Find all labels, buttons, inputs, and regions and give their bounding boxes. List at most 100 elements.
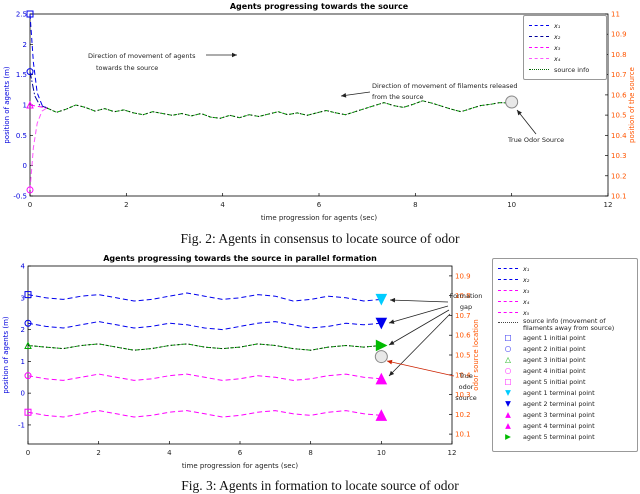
legend-entry: ○ agent 2 initial point xyxy=(498,344,632,355)
svg-text:1: 1 xyxy=(23,102,27,110)
svg-text:towards the source: towards the source xyxy=(96,64,158,72)
svg-text:1.5: 1.5 xyxy=(16,71,27,79)
legend-line-sample xyxy=(529,36,549,37)
legend-entry: △ agent 3 initial point xyxy=(498,355,632,366)
svg-text:0.5: 0.5 xyxy=(16,132,27,140)
legend-entry-label: agent 4 terminal point xyxy=(523,422,595,431)
legend-entry-label: agent 1 initial point xyxy=(523,334,586,343)
figure-2: Agents progressing towards the source 0 2 4… xyxy=(0,0,640,228)
legend-entry-label: x₃ xyxy=(523,286,530,295)
svg-text:2: 2 xyxy=(23,41,27,49)
svg-text:2: 2 xyxy=(96,449,100,457)
figure-2-caption: Fig. 2: Agents in consensus to locate so… xyxy=(180,231,460,246)
svg-text:-0.5: -0.5 xyxy=(13,193,27,201)
legend-entry-label: agent 2 terminal point xyxy=(523,400,595,409)
svg-text:-1: -1 xyxy=(18,421,25,429)
legend-entry: ▲ agent 4 terminal point xyxy=(498,421,632,432)
legend-line-sample xyxy=(529,58,549,59)
formation-chart-legend: x₁ x₂ x₃ x₄ x₅ source info (movement of filam… xyxy=(492,258,638,452)
legend-entry: □ agent 5 initial point xyxy=(498,377,632,388)
legend-entry: x₃ xyxy=(498,285,632,296)
svg-text:12: 12 xyxy=(604,201,613,209)
legend-entry-label: agent 4 initial point xyxy=(523,367,586,376)
legend-line-sample xyxy=(498,268,518,269)
svg-text:10.6: 10.6 xyxy=(611,91,627,99)
legend-entry-label: x₁ xyxy=(554,21,561,30)
legend-entry-label: agent 1 terminal point xyxy=(523,389,595,398)
svg-text:source: source xyxy=(455,394,477,402)
legend-initial-marker: △ xyxy=(505,355,511,365)
svg-text:time progression for agents (s: time progression for agents (sec) xyxy=(261,214,378,222)
legend-entry-label: source info xyxy=(554,65,590,74)
legend-entry: source info xyxy=(529,64,601,75)
legend-entry-label: x₄ xyxy=(523,297,530,306)
formation-chart: Agents progressing towards the source in… xyxy=(2,254,482,470)
svg-text:10: 10 xyxy=(377,449,386,457)
legend-line-sample xyxy=(498,290,518,291)
svg-text:10.2: 10.2 xyxy=(611,172,627,180)
svg-text:0: 0 xyxy=(21,390,25,398)
legend-line-sample xyxy=(529,25,549,26)
legend-entry: ▼ agent 1 terminal point xyxy=(498,388,632,399)
legend-entry-label: agent 5 terminal point xyxy=(523,433,595,442)
legend-entry: x₁ xyxy=(498,263,632,274)
legend-entry-label: agent 3 terminal point xyxy=(523,411,595,420)
svg-text:10.9: 10.9 xyxy=(455,272,471,280)
figure-3: Agents progressing towards the source in… xyxy=(0,252,640,478)
svg-text:8: 8 xyxy=(308,449,312,457)
svg-text:10.5: 10.5 xyxy=(455,352,471,360)
svg-text:10: 10 xyxy=(507,201,516,209)
svg-text:True Odor Source: True Odor Source xyxy=(507,136,564,144)
legend-entry-label: agent 2 initial point xyxy=(523,345,586,354)
legend-terminal-marker: ▼ xyxy=(505,388,511,398)
legend-terminal-marker: ▶ xyxy=(505,432,511,442)
svg-text:position of agents (m): position of agents (m) xyxy=(3,66,11,144)
svg-text:gap: gap xyxy=(460,303,472,311)
svg-text:0: 0 xyxy=(26,449,30,457)
legend-line-sample xyxy=(498,322,518,323)
svg-text:10.9: 10.9 xyxy=(611,31,627,39)
svg-text:12: 12 xyxy=(448,449,457,457)
svg-text:4: 4 xyxy=(220,201,225,209)
svg-text:Direction of movement of filam: Direction of movement of filaments relea… xyxy=(372,82,517,90)
legend-entry-label: x₂ xyxy=(554,32,561,41)
svg-text:2: 2 xyxy=(21,326,25,334)
legend-entry: x₄ xyxy=(498,296,632,307)
svg-text:10.4: 10.4 xyxy=(611,132,627,140)
legend-entry: x₄ xyxy=(529,53,601,64)
svg-text:10.7: 10.7 xyxy=(455,312,471,320)
svg-text:Direction of movement of agent: Direction of movement of agents xyxy=(88,52,196,60)
svg-text:position of agents (m): position of agents (m) xyxy=(2,316,10,394)
consensus-chart-legend: x₁ x₂ x₃ x₄ source info xyxy=(523,15,607,80)
svg-text:True: True xyxy=(458,372,473,380)
svg-text:1: 1 xyxy=(21,358,25,366)
svg-text:Agents progressing towards the: Agents progressing towards the source xyxy=(230,2,409,11)
svg-text:6: 6 xyxy=(238,449,243,457)
svg-text:10.1: 10.1 xyxy=(611,193,627,201)
legend-entry: source info (movement of filaments away … xyxy=(498,317,632,333)
legend-entry-label: x₄ xyxy=(554,54,561,63)
legend-entry-label: x₅ xyxy=(523,308,530,317)
legend-entry-label: source info (movement of filaments away … xyxy=(523,317,615,333)
legend-entry: ▶ agent 5 terminal point xyxy=(498,432,632,443)
svg-text:10.6: 10.6 xyxy=(455,332,471,340)
legend-entry: x₁ xyxy=(529,20,601,31)
legend-terminal-marker: ▲ xyxy=(505,410,511,420)
legend-entry-label: x₂ xyxy=(523,275,530,284)
legend-initial-marker: □ xyxy=(504,333,512,343)
svg-text:3: 3 xyxy=(21,294,25,302)
figure-3-caption: Fig. 3: Agents in formation to locate so… xyxy=(181,478,459,493)
svg-text:10.7: 10.7 xyxy=(611,71,627,79)
legend-line-sample xyxy=(498,301,518,302)
svg-text:10.1: 10.1 xyxy=(455,431,471,439)
svg-text:10.2: 10.2 xyxy=(455,411,471,419)
legend-initial-marker: ○ xyxy=(504,366,512,376)
svg-text:10.5: 10.5 xyxy=(611,112,627,120)
legend-terminal-marker: ▲ xyxy=(505,421,511,431)
legend-line-sample xyxy=(529,69,549,70)
legend-entry-label: agent 3 initial point xyxy=(523,356,586,365)
svg-text:from the source: from the source xyxy=(372,93,424,101)
legend-entry-label: x₁ xyxy=(523,264,530,273)
legend-entry: x₅ xyxy=(498,307,632,318)
svg-text:0: 0 xyxy=(28,201,32,209)
